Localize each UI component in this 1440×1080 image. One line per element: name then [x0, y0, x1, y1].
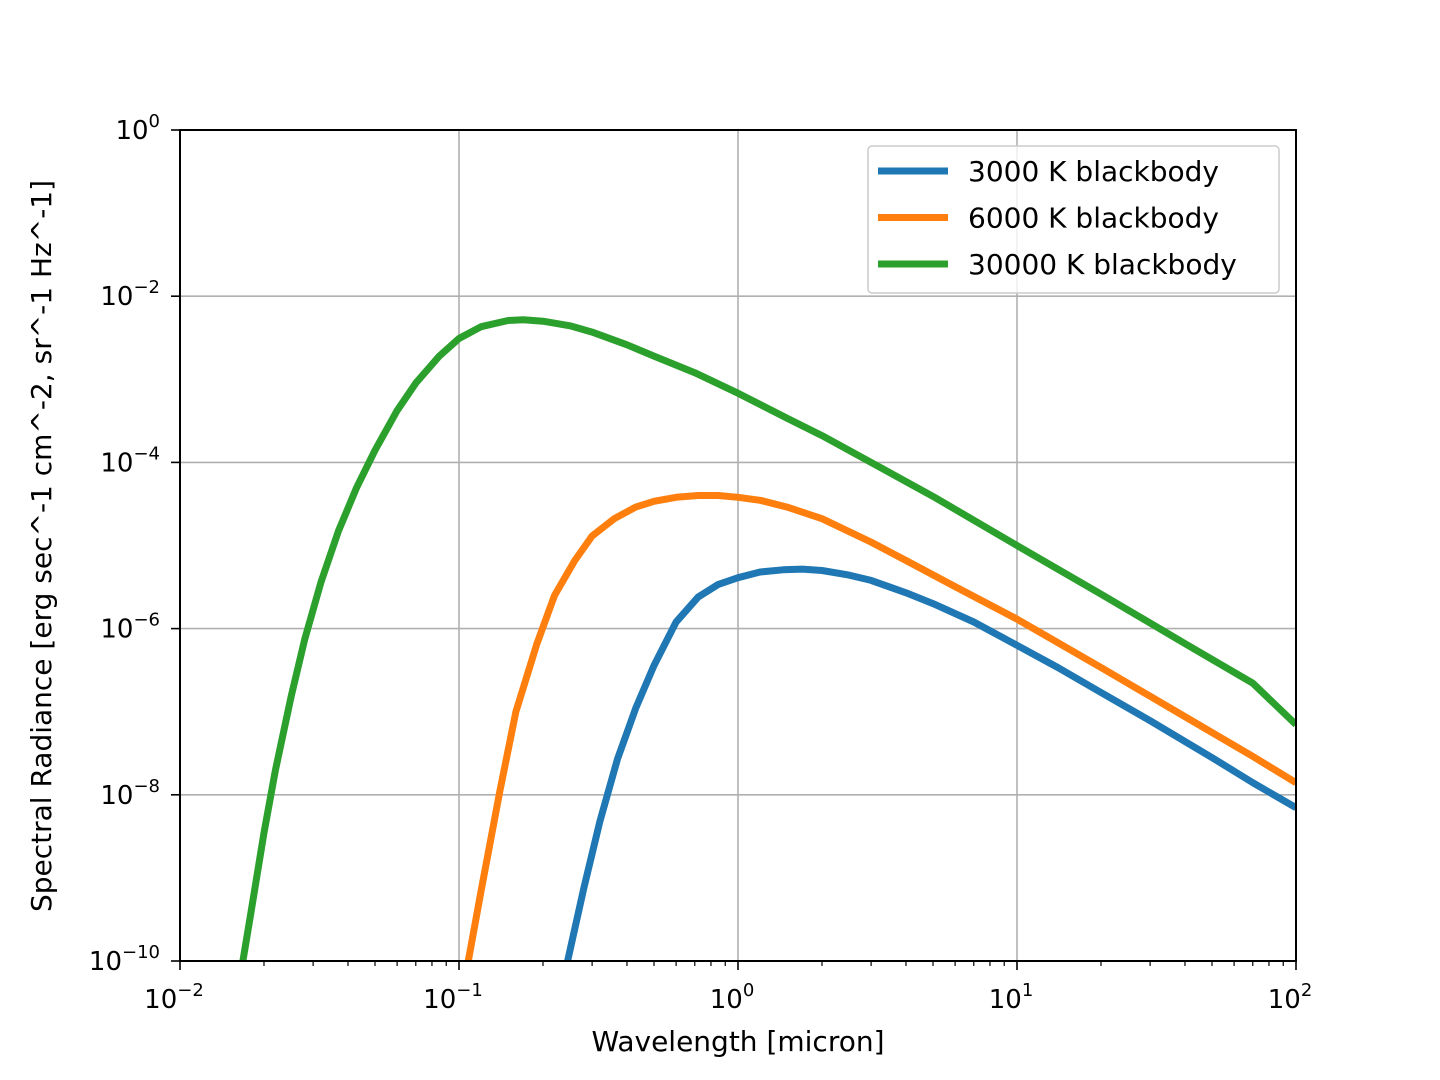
- legend-label-1: 3000 K blackbody: [968, 155, 1219, 188]
- x-tick-label: 101: [989, 980, 1034, 1015]
- series-line-2: [464, 492, 1296, 961]
- y-tick-label: 10−8: [100, 776, 160, 811]
- legend: 3000 K blackbody 6000 K blackbody 30000 K …: [867, 145, 1280, 294]
- legend-label-3: 30000 K blackbody: [968, 248, 1237, 281]
- y-tick-label: 100: [115, 111, 160, 146]
- x-tick-label: 10−2: [144, 980, 204, 1015]
- x-axis-label: Wavelength [micron]: [591, 1025, 884, 1058]
- x-tick-label: 102: [1268, 980, 1313, 1015]
- tick-labels: 10−2 10−1 100 101 102 10−10 10−8 10−6 10−4 10−2 10…: [89, 111, 1312, 1015]
- x-tick-label: 10−1: [423, 980, 483, 1015]
- legend-label-2: 6000 K blackbody: [968, 202, 1219, 235]
- y-axis-label: Spectral Radiance [erg sec^-1 cm^-2, sr^…: [25, 180, 58, 912]
- x-tick-label: 100: [710, 980, 755, 1015]
- y-tick-label: 10−10: [89, 942, 160, 977]
- y-tick-label: 10−4: [100, 443, 160, 478]
- series-layer: [239, 316, 1296, 961]
- y-tick-label: 10−2: [100, 277, 160, 312]
- axis-ticks: [171, 129, 1297, 970]
- series-line-3: [239, 316, 1296, 961]
- legend-box: [867, 145, 1280, 294]
- series-line-1: [564, 565, 1296, 961]
- y-tick-label: 10−6: [100, 610, 160, 645]
